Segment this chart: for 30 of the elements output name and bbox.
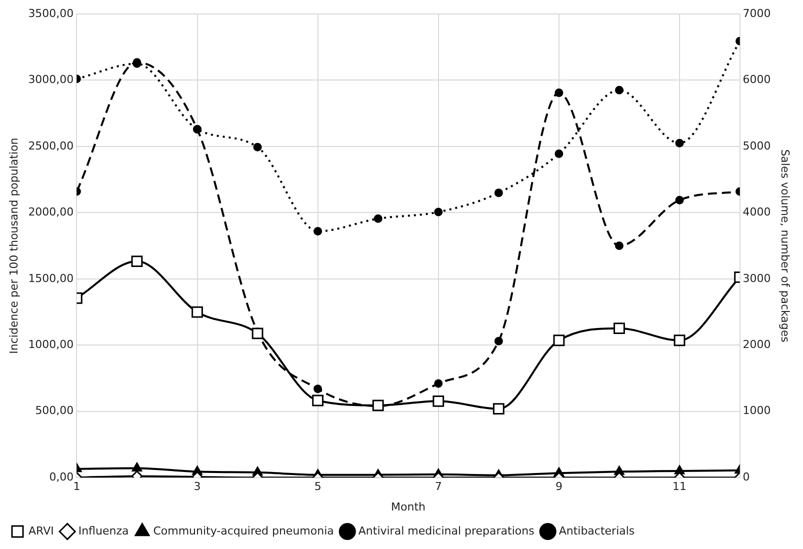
y2-axis-title: Sales volume, number of packages	[778, 149, 792, 343]
legend-label: Community-acquired pneumonia	[153, 524, 334, 538]
y2-tick-label: 7000	[742, 6, 771, 20]
y-tick-label: 3000,00	[28, 73, 74, 86]
legend-label: Influenza	[78, 524, 129, 538]
x-tick-label: 1	[73, 480, 80, 494]
x-axis-title: Month	[391, 500, 426, 514]
y-tick-label: 0,00	[49, 470, 74, 484]
y-axis-title: Incidence per 100 thousand population	[7, 138, 20, 354]
y-tick-label: 1000,00	[28, 338, 74, 351]
x-tick-label: 9	[555, 480, 562, 494]
x-tick-label: 11	[672, 480, 687, 494]
y-tick-label: 3500,00	[28, 6, 74, 20]
legend-label: Antiviral medicinal preparations	[358, 524, 535, 538]
legend-label: Antibacterials	[558, 524, 635, 538]
y2-tick-label: 5000	[742, 139, 771, 152]
x-tick-label: 3	[194, 480, 201, 494]
y-tick-label: 500,00	[35, 404, 74, 418]
y2-tick-label: 4000	[742, 206, 771, 219]
x-tick-label: 7	[434, 480, 442, 494]
y2-tick-label: 6000	[742, 73, 771, 86]
legend-label: ARVI	[28, 524, 54, 538]
y2-tick-label: 3000	[742, 272, 771, 285]
y2-tick-label: 0	[742, 470, 750, 484]
y-tick-label: 2000,00	[28, 206, 74, 219]
y-tick-label: 2500,00	[28, 139, 74, 152]
y2-tick-label: 2000	[742, 338, 771, 351]
x-tick-label: 5	[314, 480, 322, 494]
y2-tick-label: 1000	[742, 404, 771, 418]
y-tick-label: 1500,00	[28, 272, 74, 285]
